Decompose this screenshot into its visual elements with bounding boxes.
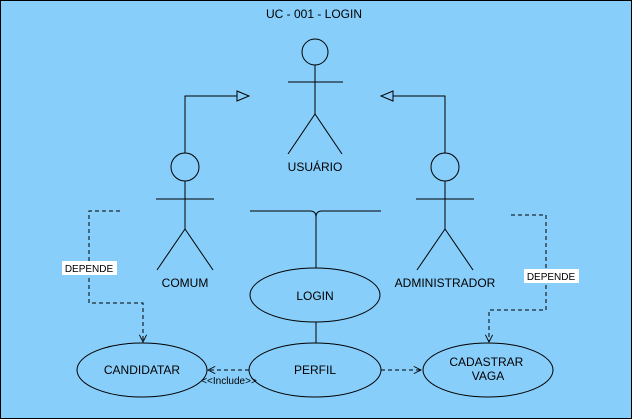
actor-comum-label: COMUM [162, 276, 209, 290]
actor-head [430, 152, 460, 182]
depende-left-label: DEPENDE [65, 264, 114, 275]
diagram-title: UC - 001 - LOGIN [266, 7, 362, 21]
use-case-perfil-label: PERFIL [294, 363, 336, 377]
actor-head [170, 152, 200, 182]
actor-usuario[interactable] [287, 38, 343, 155]
actor-usuario-label: USUÁRIO [288, 159, 343, 174]
depende-left-bg [62, 261, 117, 275]
dependency-comum-candidatar[interactable] [88, 210, 143, 342]
use-case-cadastrar-vaga[interactable] [422, 342, 554, 398]
use-case-cadastrar-vaga-label: CADASTRAR VAGA [449, 355, 526, 383]
use-case-login[interactable] [249, 267, 381, 323]
use-case-candidatar[interactable] [76, 342, 208, 398]
actor-head [301, 38, 329, 66]
depende-right-bg [524, 269, 579, 283]
dependency-admin-cadastrar[interactable] [489, 214, 547, 342]
association-brace[interactable] [250, 210, 381, 269]
include-label: <<Include>> [201, 376, 257, 387]
use-case-cadastrar-vaga-line1: CADASTRAR [449, 355, 523, 369]
depende-right-label: DEPENDE [527, 272, 576, 283]
generalization-admin-usuario[interactable] [381, 96, 446, 153]
actor-administrador-label: ADMINISTRADOR [395, 276, 496, 290]
use-case-login-label: LOGIN [296, 289, 333, 303]
use-case-cadastrar-vaga-line2: VAGA [472, 369, 504, 383]
generalization-comum-usuario[interactable] [184, 96, 249, 153]
actor-administrador[interactable] [416, 152, 474, 271]
use-case-candidatar-label: CANDIDATAR [104, 363, 181, 377]
